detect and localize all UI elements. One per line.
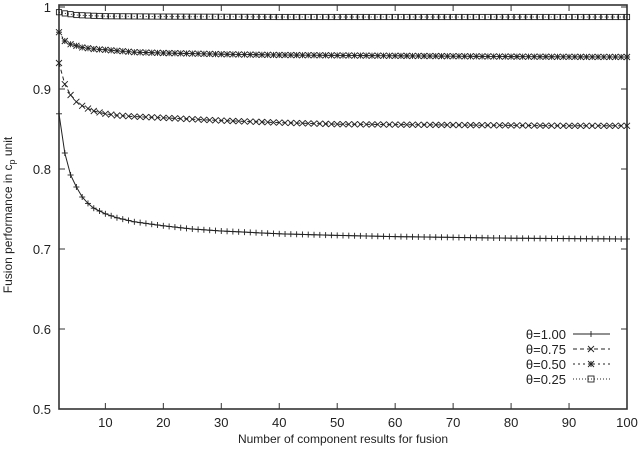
series-line bbox=[58, 62, 627, 127]
x-tick-label: 50 bbox=[330, 415, 344, 430]
series-markers bbox=[55, 59, 631, 130]
legend-item: θ=0.50 bbox=[526, 357, 566, 372]
x-tick-label: 40 bbox=[272, 415, 286, 430]
x-tick-label: 60 bbox=[388, 415, 402, 430]
legend-label: θ=0.25 bbox=[526, 372, 566, 387]
legend-marker-sample bbox=[587, 345, 595, 353]
y-axis-title-main: Fusion performance in c bbox=[1, 164, 15, 293]
x-axis-ticks: 10 20 30 40 50 60 70 80 90 100 bbox=[98, 5, 638, 430]
plot-border bbox=[58, 4, 628, 410]
legend-label: θ=0.75 bbox=[526, 342, 566, 357]
y-tick-label: 0.7 bbox=[33, 242, 51, 257]
series-markers bbox=[55, 9, 631, 21]
x-tick-label: 30 bbox=[214, 415, 228, 430]
legend-label: θ=1.00 bbox=[526, 327, 566, 342]
x-tick-label: 80 bbox=[504, 415, 518, 430]
legend: θ=1.00 θ=0.75 θ=0.50 θ=0.25 bbox=[526, 327, 610, 387]
series-θ=0.75 bbox=[55, 59, 631, 130]
y-axis-ticks: 0.5 0.6 0.7 0.8 0.9 1 bbox=[33, 0, 627, 417]
legend-label: θ=0.50 bbox=[526, 357, 566, 372]
y-axis-title-subscript: p bbox=[7, 159, 17, 164]
y-axis-title-tail: unit bbox=[1, 136, 15, 159]
y-tick-label: 1 bbox=[44, 0, 51, 15]
legend-item: θ=0.75 bbox=[526, 342, 566, 357]
series-θ=1.00 bbox=[56, 110, 630, 242]
series-layer bbox=[55, 9, 631, 242]
x-axis-title: Number of component results for fusion bbox=[238, 432, 448, 446]
legend-line-samples bbox=[573, 331, 610, 383]
series-θ=0.50 bbox=[55, 28, 631, 61]
legend-item: θ=0.25 bbox=[526, 372, 566, 387]
legend-marker-sample bbox=[587, 375, 595, 383]
y-axis-title: Fusion performance in cp unit bbox=[1, 136, 17, 293]
x-tick-label: 70 bbox=[446, 415, 460, 430]
y-tick-label: 0.5 bbox=[33, 402, 51, 417]
series-markers bbox=[55, 28, 631, 61]
x-tick-label: 100 bbox=[616, 415, 638, 430]
legend-marker-sample bbox=[588, 331, 594, 337]
y-tick-label: 0.9 bbox=[33, 82, 51, 97]
x-tick-label: 10 bbox=[98, 415, 112, 430]
x-tick-label: 20 bbox=[156, 415, 170, 430]
x-tick-label: 90 bbox=[562, 415, 576, 430]
plot-frame bbox=[58, 4, 628, 410]
series-θ=0.25 bbox=[55, 9, 631, 21]
legend-marker-sample bbox=[587, 360, 595, 368]
series-markers bbox=[56, 110, 630, 242]
legend-item: θ=1.00 bbox=[526, 327, 566, 342]
series-line bbox=[58, 113, 627, 240]
y-tick-label: 0.6 bbox=[33, 322, 51, 337]
y-tick-label: 0.8 bbox=[33, 162, 51, 177]
